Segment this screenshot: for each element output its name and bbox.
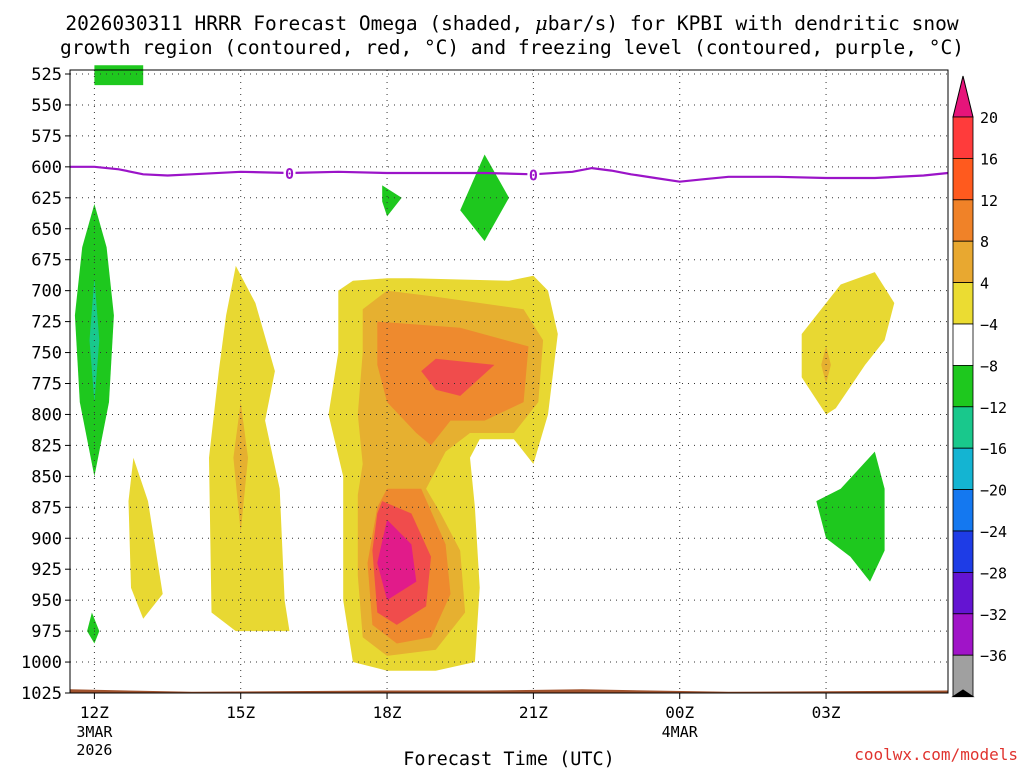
colorbar-label: −24 (980, 523, 1007, 541)
colorbar-label: 16 (980, 150, 998, 168)
colorbar-band (952, 530, 974, 573)
colorbar-band (952, 323, 974, 366)
y-tick-label: 575 (31, 127, 62, 147)
omega-region-red-13 (421, 358, 495, 396)
colorbar-band (952, 157, 974, 201)
x-tick-label: 12Z (80, 703, 109, 722)
freezing-level-label: 0 (285, 165, 294, 183)
colorbar-label: −36 (980, 647, 1007, 665)
freezing-level-line (70, 165, 949, 183)
y-tick-label: 550 (31, 96, 62, 116)
y-tick-label: 825 (31, 436, 62, 456)
colorbar-band (952, 240, 974, 283)
colorbar-label: 12 (980, 192, 998, 210)
chart-title-line2: growth region (contoured, red, °C) and f… (60, 36, 964, 59)
colorbar-band (952, 116, 974, 159)
omega-region-yellow-4 (128, 457, 163, 619)
y-tick-label: 650 (31, 220, 62, 240)
colorbar-band (952, 364, 974, 408)
colorbar-label: 20 (980, 109, 998, 127)
pressure-axis: 525 550 575 600 625 650 675 700 725 750 775 800 825 8… (21, 65, 70, 704)
x-tick-sublabel: 3MAR (76, 723, 113, 741)
y-tick-label: 675 (31, 251, 62, 271)
watermark: coolwx.com/models (854, 745, 1018, 764)
colorbar-label: −4 (980, 316, 998, 334)
omega-region-gold-6 (233, 402, 248, 533)
colorbar-band (952, 199, 974, 242)
omega-region-green-0 (94, 65, 144, 86)
colorbar-band (952, 447, 974, 491)
colorbar-band (952, 282, 974, 325)
x-tick-label: 00Z (665, 703, 694, 722)
omega-region-yellow-16 (801, 272, 895, 415)
omega-shading (70, 65, 948, 693)
y-tick-label: 800 (31, 405, 62, 425)
x-tick-sublabel: 2026 (76, 741, 112, 759)
y-tick-label: 725 (31, 313, 62, 333)
x-tick-label: 03Z (812, 703, 841, 722)
x-tick-label: 21Z (519, 703, 548, 722)
colorbar-label: −16 (980, 440, 1007, 458)
y-tick-label: 875 (31, 498, 62, 518)
y-tick-label: 600 (31, 158, 62, 178)
colorbar-band (952, 489, 974, 532)
colorbar-top-arrow (952, 75, 974, 118)
y-tick-label: 750 (31, 344, 62, 364)
x-axis-label: Forecast Time (UTC) (403, 749, 615, 768)
freezing-label-bg-0 (283, 165, 296, 182)
y-tick-label: 975 (31, 622, 62, 642)
y-tick-label: 950 (31, 591, 62, 611)
x-tick-label: 15Z (226, 703, 255, 722)
freezing-label-bg-1 (527, 166, 540, 183)
colorbar-bottom-arrow (951, 689, 975, 698)
omega-region-green-18 (816, 451, 885, 582)
y-tick-label: 925 (31, 560, 62, 580)
colorbar-label: −28 (980, 564, 1007, 582)
mu-symbol: μ (535, 12, 548, 35)
y-tick-label: 525 (31, 65, 62, 85)
colorbar-label: 8 (980, 233, 989, 251)
y-tick-label: 1000 (21, 653, 62, 673)
colorbar-label: −12 (980, 399, 1007, 417)
colorbar-label: −20 (980, 482, 1007, 500)
colorbar-band (952, 613, 974, 656)
plot-frame (69, 69, 949, 694)
colorbar-label: −32 (980, 606, 1007, 624)
colorbar-band (952, 406, 974, 449)
ground-surface-band (70, 689, 948, 693)
omega-colorbar: 20 16 12 8 4 −4 −8 −12 −16 −20 −24 −28 −32 −36 (951, 75, 1007, 698)
y-tick-label: 775 (31, 375, 62, 395)
omega-region-green-7 (382, 185, 402, 217)
y-tick-label: 850 (31, 467, 62, 487)
y-tick-label: 625 (31, 189, 62, 209)
colorbar-label: 4 (980, 275, 989, 293)
colorbar-label: −8 (980, 357, 998, 375)
y-tick-label: 1025 (21, 684, 62, 704)
y-tick-label: 700 (31, 282, 62, 302)
omega-region-yellow-5 (209, 265, 290, 632)
colorbar-band (952, 572, 974, 615)
freezing-level-label: 0 (529, 166, 538, 184)
x-tick-label: 18Z (373, 703, 402, 722)
y-tick-label: 900 (31, 529, 62, 549)
chart-title-line1: 2026030311 HRRR Forecast Omega (shaded, … (65, 12, 958, 35)
omega-region-green-3 (87, 612, 100, 644)
x-tick-sublabel: 4MAR (662, 723, 699, 741)
